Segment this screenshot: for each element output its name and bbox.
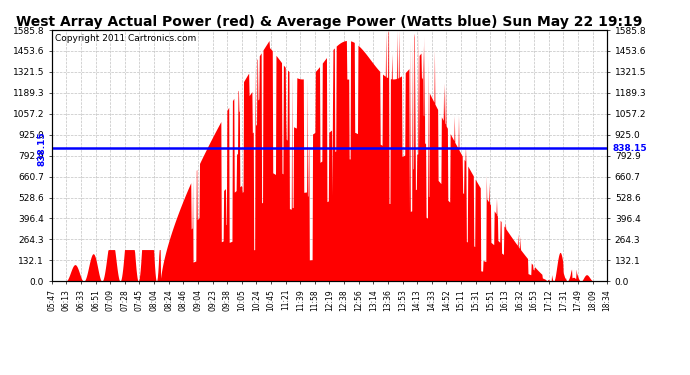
Text: Copyright 2011 Cartronics.com: Copyright 2011 Cartronics.com bbox=[55, 34, 196, 43]
Text: 838.15: 838.15 bbox=[37, 131, 46, 166]
Title: West Array Actual Power (red) & Average Power (Watts blue) Sun May 22 19:19: West Array Actual Power (red) & Average … bbox=[17, 15, 642, 29]
Text: 838.15: 838.15 bbox=[613, 144, 647, 153]
